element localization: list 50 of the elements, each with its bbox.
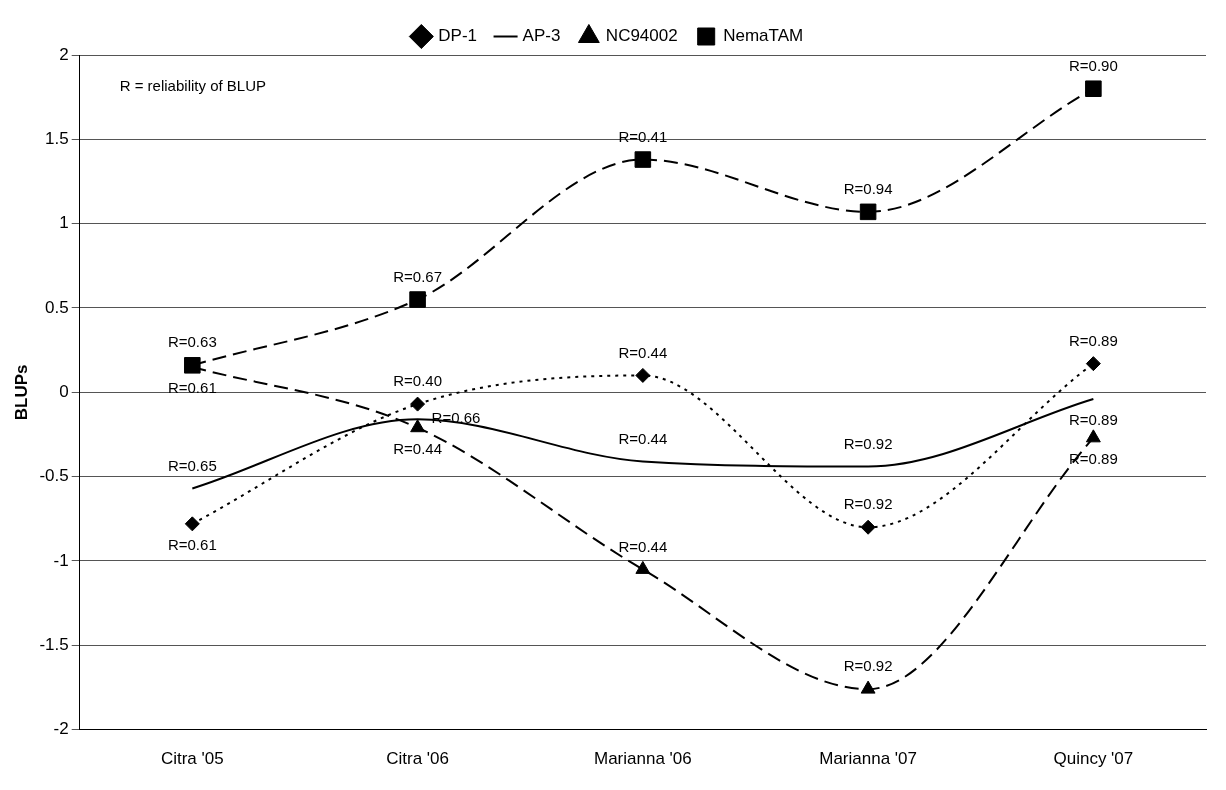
legend-label: AP-3 xyxy=(522,26,561,46)
point xyxy=(860,680,876,694)
annotation: R=0.92 xyxy=(843,495,893,513)
annotation: R=0.92 xyxy=(843,434,893,452)
annotation: R=0.44 xyxy=(618,343,668,361)
y-tick-label: 0 xyxy=(59,381,69,401)
annotation: R=0.44 xyxy=(393,439,442,457)
annotation: R=0.90 xyxy=(1068,56,1118,74)
annotation: R=0.44 xyxy=(618,537,668,555)
annotation: R=0.94 xyxy=(843,179,893,197)
y-tick-label: -1 xyxy=(53,550,69,570)
x-tick-label: Marianna '06 xyxy=(593,749,692,769)
point xyxy=(634,151,652,168)
x-tick-label: Marianna '07 xyxy=(819,749,917,769)
legend-label: NemaTAM xyxy=(723,26,804,46)
y-tick-label: -1.5 xyxy=(39,634,69,654)
annotation: R=0.92 xyxy=(843,657,893,675)
annotation: R=0.40 xyxy=(393,372,442,390)
annotation: R=0.61 xyxy=(167,379,217,397)
legend-label: DP-1 xyxy=(438,26,478,46)
y-tick-label: 0.5 xyxy=(45,297,69,317)
point xyxy=(635,367,651,383)
point xyxy=(635,560,651,574)
annotation: R=0.61 xyxy=(167,535,217,553)
annotation: R=0.65 xyxy=(167,456,217,474)
y-tick-label: -2 xyxy=(53,719,69,739)
y-tick-label: -0.5 xyxy=(39,466,69,486)
annotation: R=0.67 xyxy=(393,267,442,285)
annotation: R=0.44 xyxy=(618,429,668,447)
y-tick-label: 1.5 xyxy=(45,129,69,149)
point xyxy=(184,516,200,532)
x-tick-label: Quincy '07 xyxy=(1053,749,1134,769)
y-tick-label: 2 xyxy=(59,44,69,64)
point xyxy=(1085,429,1101,443)
point xyxy=(1085,356,1101,372)
annotation: R=0.89 xyxy=(1068,331,1118,349)
point xyxy=(410,419,426,433)
annotation: R = reliability of BLUP xyxy=(119,77,267,95)
x-tick-label: Citra '05 xyxy=(160,749,224,769)
y-tick-label: 1 xyxy=(59,213,69,233)
point xyxy=(410,396,426,412)
x-tick-label: Citra '06 xyxy=(386,749,449,769)
annotation: R=0.89 xyxy=(1068,411,1118,429)
point xyxy=(859,203,877,221)
point xyxy=(409,291,426,308)
legend-label: NC94002 xyxy=(605,26,678,46)
point xyxy=(860,519,876,535)
annotation: R=0.63 xyxy=(167,333,217,351)
y-axis-title: BLUPs xyxy=(11,364,31,421)
point xyxy=(1085,80,1102,98)
